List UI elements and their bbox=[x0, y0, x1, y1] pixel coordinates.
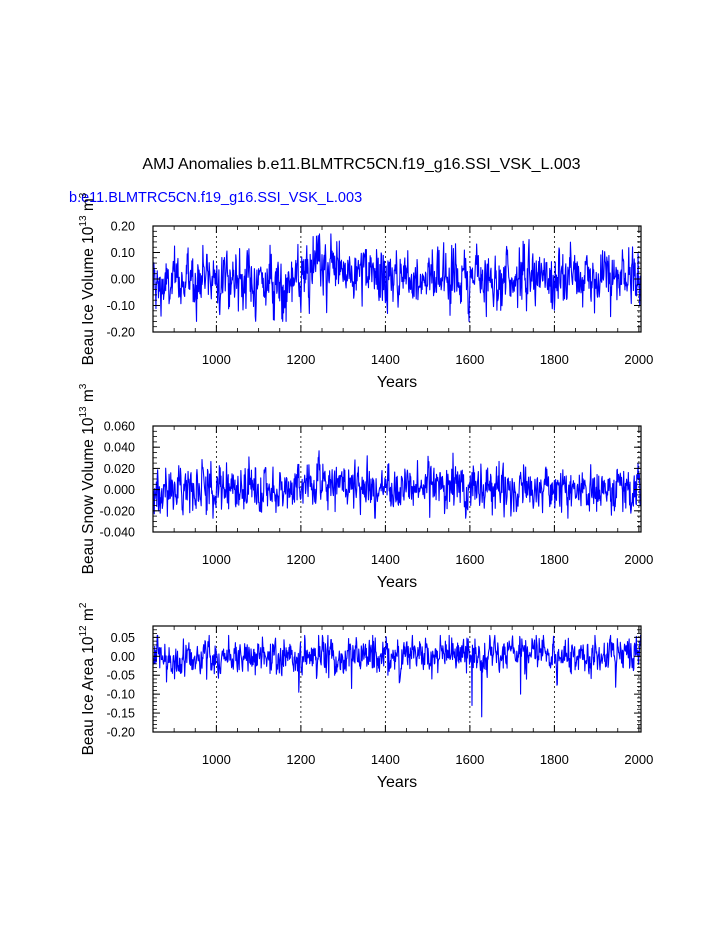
y-tick-label: 0.000 bbox=[104, 483, 135, 497]
x-tick-label: 1000 bbox=[202, 752, 231, 767]
y-tick-label: -0.10 bbox=[107, 299, 136, 313]
figure-subtitle: b.e11.BLMTRC5CN.f19_g16.SSI_VSK_L.003 bbox=[69, 190, 363, 206]
x-tick-label: 1000 bbox=[202, 552, 231, 567]
y-tick-label: 0.10 bbox=[111, 246, 135, 260]
x-tick-label: 1800 bbox=[540, 552, 569, 567]
y-axis-label: Beau Ice Area 1012 m2 bbox=[78, 602, 97, 755]
y-axis-label: Beau Ice Volume 1013 m3 bbox=[78, 192, 97, 365]
panel-2: 1000 1200 1400 1600 1800 2000 -0.040 -0.020 0.00… bbox=[78, 383, 653, 591]
y-tick-label: -0.040 bbox=[100, 526, 135, 540]
y-tick-label: 0.20 bbox=[111, 220, 135, 234]
x-tick-label: 2000 bbox=[624, 552, 653, 567]
panel-3: 1000 1200 1400 1600 1800 2000 -0.20 -0.15 -0.10 -… bbox=[78, 602, 653, 791]
x-tick-label: 1400 bbox=[371, 352, 400, 367]
y-tick-label: -0.20 bbox=[107, 326, 136, 340]
x-tick-label: 2000 bbox=[624, 752, 653, 767]
x-tick-label: 1200 bbox=[286, 352, 315, 367]
y-tick-label: -0.10 bbox=[107, 688, 136, 702]
x-tick-label: 1400 bbox=[371, 552, 400, 567]
y-tick-label: -0.020 bbox=[100, 504, 135, 518]
y-tick-label: 0.040 bbox=[104, 441, 135, 455]
y-tick-label: 0.00 bbox=[111, 273, 135, 287]
series-line bbox=[153, 634, 641, 718]
x-tick-label: 1400 bbox=[371, 752, 400, 767]
x-tick-label: 1200 bbox=[286, 552, 315, 567]
x-tick-label: 1000 bbox=[202, 352, 231, 367]
y-tick-label: -0.15 bbox=[107, 707, 136, 721]
series-line bbox=[153, 450, 641, 519]
x-tick-label: 1600 bbox=[455, 752, 484, 767]
y-axis-label: Beau Snow Volume 1013 m3 bbox=[78, 383, 97, 574]
y-tick-label: 0.00 bbox=[111, 650, 135, 664]
x-tick-label: 1600 bbox=[455, 352, 484, 367]
x-tick-label: 2000 bbox=[624, 352, 653, 367]
y-tick-label: -0.05 bbox=[107, 669, 136, 683]
x-tick-label: 1200 bbox=[286, 752, 315, 767]
y-tick-label: -0.20 bbox=[107, 726, 136, 740]
x-axis-label: Years bbox=[377, 774, 417, 791]
x-tick-label: 1800 bbox=[540, 752, 569, 767]
y-tick-label: 0.060 bbox=[104, 420, 135, 434]
x-axis-label: Years bbox=[377, 374, 417, 391]
x-tick-label: 1600 bbox=[455, 552, 484, 567]
panel-1: 1000 1200 1400 1600 1800 2000 -0.20 -0.10 0.00 0.… bbox=[78, 192, 653, 391]
x-axis-label: Years bbox=[377, 574, 417, 591]
figure-title: AMJ Anomalies b.e11.BLMTRC5CN.f19_g16.SS… bbox=[142, 156, 581, 173]
x-tick-label: 1800 bbox=[540, 352, 569, 367]
series-line bbox=[153, 233, 641, 322]
y-tick-label: 0.020 bbox=[104, 462, 135, 476]
y-tick-label: 0.05 bbox=[111, 631, 135, 645]
